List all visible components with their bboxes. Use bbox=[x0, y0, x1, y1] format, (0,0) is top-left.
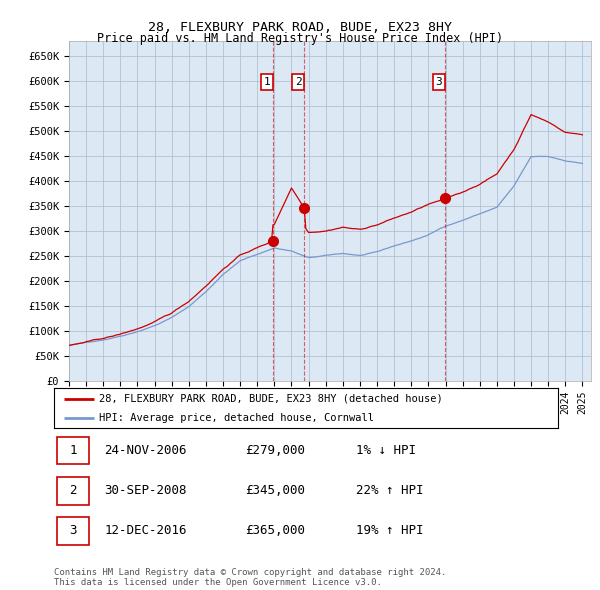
Text: 12-DEC-2016: 12-DEC-2016 bbox=[104, 525, 187, 537]
Text: 28, FLEXBURY PARK ROAD, BUDE, EX23 8HY (detached house): 28, FLEXBURY PARK ROAD, BUDE, EX23 8HY (… bbox=[100, 394, 443, 404]
Text: 3: 3 bbox=[436, 77, 442, 87]
Text: 28, FLEXBURY PARK ROAD, BUDE, EX23 8HY: 28, FLEXBURY PARK ROAD, BUDE, EX23 8HY bbox=[148, 21, 452, 34]
Text: 2: 2 bbox=[69, 484, 77, 497]
Text: £365,000: £365,000 bbox=[245, 525, 305, 537]
Text: Contains HM Land Registry data © Crown copyright and database right 2024.
This d: Contains HM Land Registry data © Crown c… bbox=[54, 568, 446, 587]
Text: 3: 3 bbox=[69, 525, 77, 537]
FancyBboxPatch shape bbox=[56, 517, 89, 545]
Text: 1% ↓ HPI: 1% ↓ HPI bbox=[356, 444, 416, 457]
Text: 1: 1 bbox=[263, 77, 270, 87]
Text: 30-SEP-2008: 30-SEP-2008 bbox=[104, 484, 187, 497]
Text: HPI: Average price, detached house, Cornwall: HPI: Average price, detached house, Corn… bbox=[100, 413, 374, 422]
FancyBboxPatch shape bbox=[56, 437, 89, 464]
Text: 19% ↑ HPI: 19% ↑ HPI bbox=[356, 525, 424, 537]
FancyBboxPatch shape bbox=[56, 477, 89, 504]
Text: 22% ↑ HPI: 22% ↑ HPI bbox=[356, 484, 424, 497]
Text: 24-NOV-2006: 24-NOV-2006 bbox=[104, 444, 187, 457]
Text: £279,000: £279,000 bbox=[245, 444, 305, 457]
Text: 2: 2 bbox=[295, 77, 302, 87]
Text: £345,000: £345,000 bbox=[245, 484, 305, 497]
Text: 1: 1 bbox=[69, 444, 77, 457]
Text: Price paid vs. HM Land Registry's House Price Index (HPI): Price paid vs. HM Land Registry's House … bbox=[97, 32, 503, 45]
